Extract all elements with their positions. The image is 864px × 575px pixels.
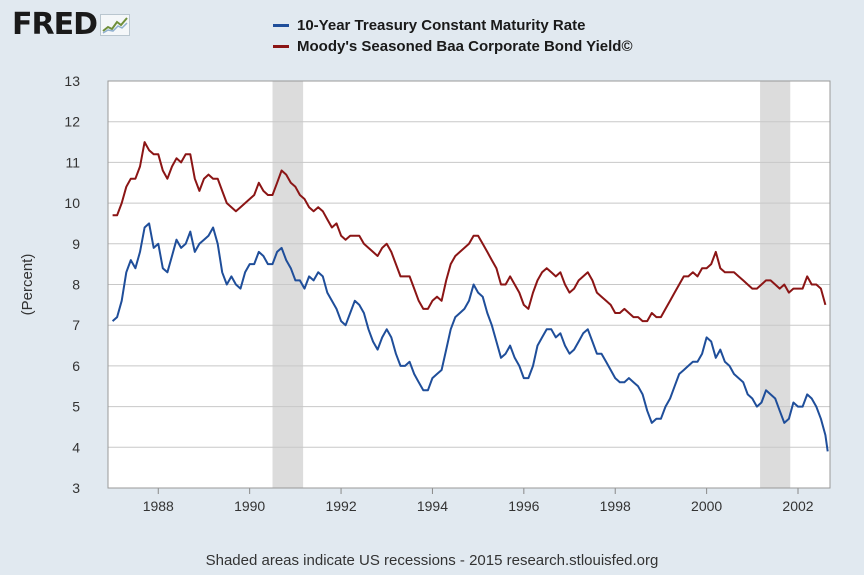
y-tick-label-9: 9 xyxy=(72,236,80,252)
y-tick-label-13: 13 xyxy=(64,73,80,89)
legend-label-baa: Moody's Seasoned Baa Corporate Bond Yiel… xyxy=(297,38,633,55)
fred-graph-icon xyxy=(100,14,130,36)
fred-logo: FRED xyxy=(12,10,130,40)
fred-logo-text: FRED xyxy=(12,7,98,42)
recession-footnote: Shaded areas indicate US recessions - 20… xyxy=(205,552,659,569)
legend-swatch-baa xyxy=(273,45,289,48)
x-tick-label-1992: 1992 xyxy=(325,498,356,514)
x-tick-label-2002: 2002 xyxy=(782,498,813,514)
y-tick-label-11: 11 xyxy=(65,154,80,170)
legend-item-treasury: 10-Year Treasury Constant Maturity Rate xyxy=(273,15,633,36)
y-tick-label-4: 4 xyxy=(72,439,80,455)
y-tick-label-6: 6 xyxy=(72,358,80,374)
x-tick-label-1998: 1998 xyxy=(600,498,631,514)
y-tick-label-10: 10 xyxy=(64,195,80,211)
y-tick-label-5: 5 xyxy=(72,399,80,415)
series-line-treasury xyxy=(111,222,829,452)
x-tick-label-1988: 1988 xyxy=(143,498,174,514)
y-tick-label-8: 8 xyxy=(72,277,80,293)
legend-item-baa: Moody's Seasoned Baa Corporate Bond Yiel… xyxy=(273,36,633,57)
y-tick-label-12: 12 xyxy=(64,114,80,130)
x-tick-label-2000: 2000 xyxy=(691,498,722,514)
x-tick-label-1994: 1994 xyxy=(417,498,448,514)
legend-label-treasury: 10-Year Treasury Constant Maturity Rate xyxy=(297,17,586,34)
chart-legend: 10-Year Treasury Constant Maturity Rate … xyxy=(273,15,633,57)
x-tick-label-1990: 1990 xyxy=(234,498,265,514)
plot-border xyxy=(107,80,831,489)
y-axis-label: (Percent) xyxy=(19,254,36,316)
legend-swatch-treasury xyxy=(273,24,289,27)
series-line-baa xyxy=(112,141,827,323)
x-tick-label-1996: 1996 xyxy=(508,498,539,514)
y-tick-label-7: 7 xyxy=(72,317,80,333)
y-tick-label-3: 3 xyxy=(72,480,80,496)
